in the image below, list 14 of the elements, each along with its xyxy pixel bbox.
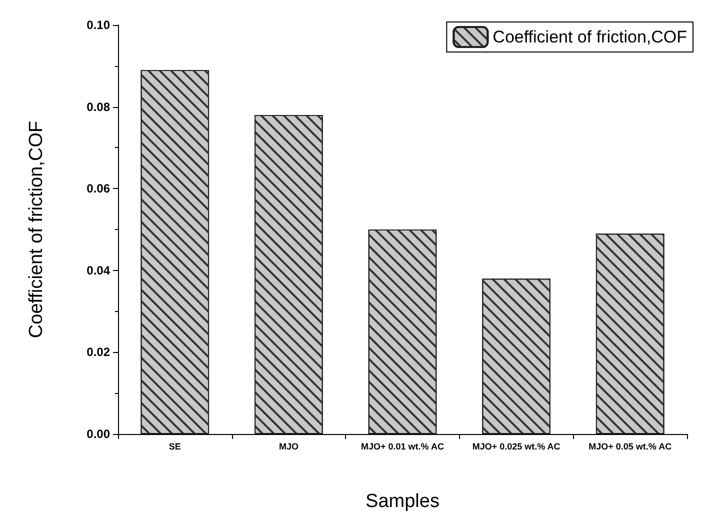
y-tick-label: 0.06 [86,182,110,196]
y-tick-label: 0.00 [86,427,110,441]
x-axis-title: Samples [366,491,440,512]
x-tick-label: MJO+ 0.025 wt.% AC [472,442,561,452]
y-tick-label: 0.02 [86,345,110,360]
y-tick-label: 0.08 [86,100,110,114]
x-tick-label: MJO+ 0.01 wt.% AC [361,442,444,452]
y-tick-label: 0.04 [86,263,110,278]
x-tick-label: MJO+ 0.05 wt.% AC [588,442,672,452]
legend-label: Coefficient of friction,COF [492,28,688,46]
y-axis-title: Coefficient of friction,COF [26,120,47,338]
y-tick-label: 0.10 [86,18,110,32]
x-tick-label: MJO [278,442,298,452]
x-tick-label: SE [168,442,181,452]
